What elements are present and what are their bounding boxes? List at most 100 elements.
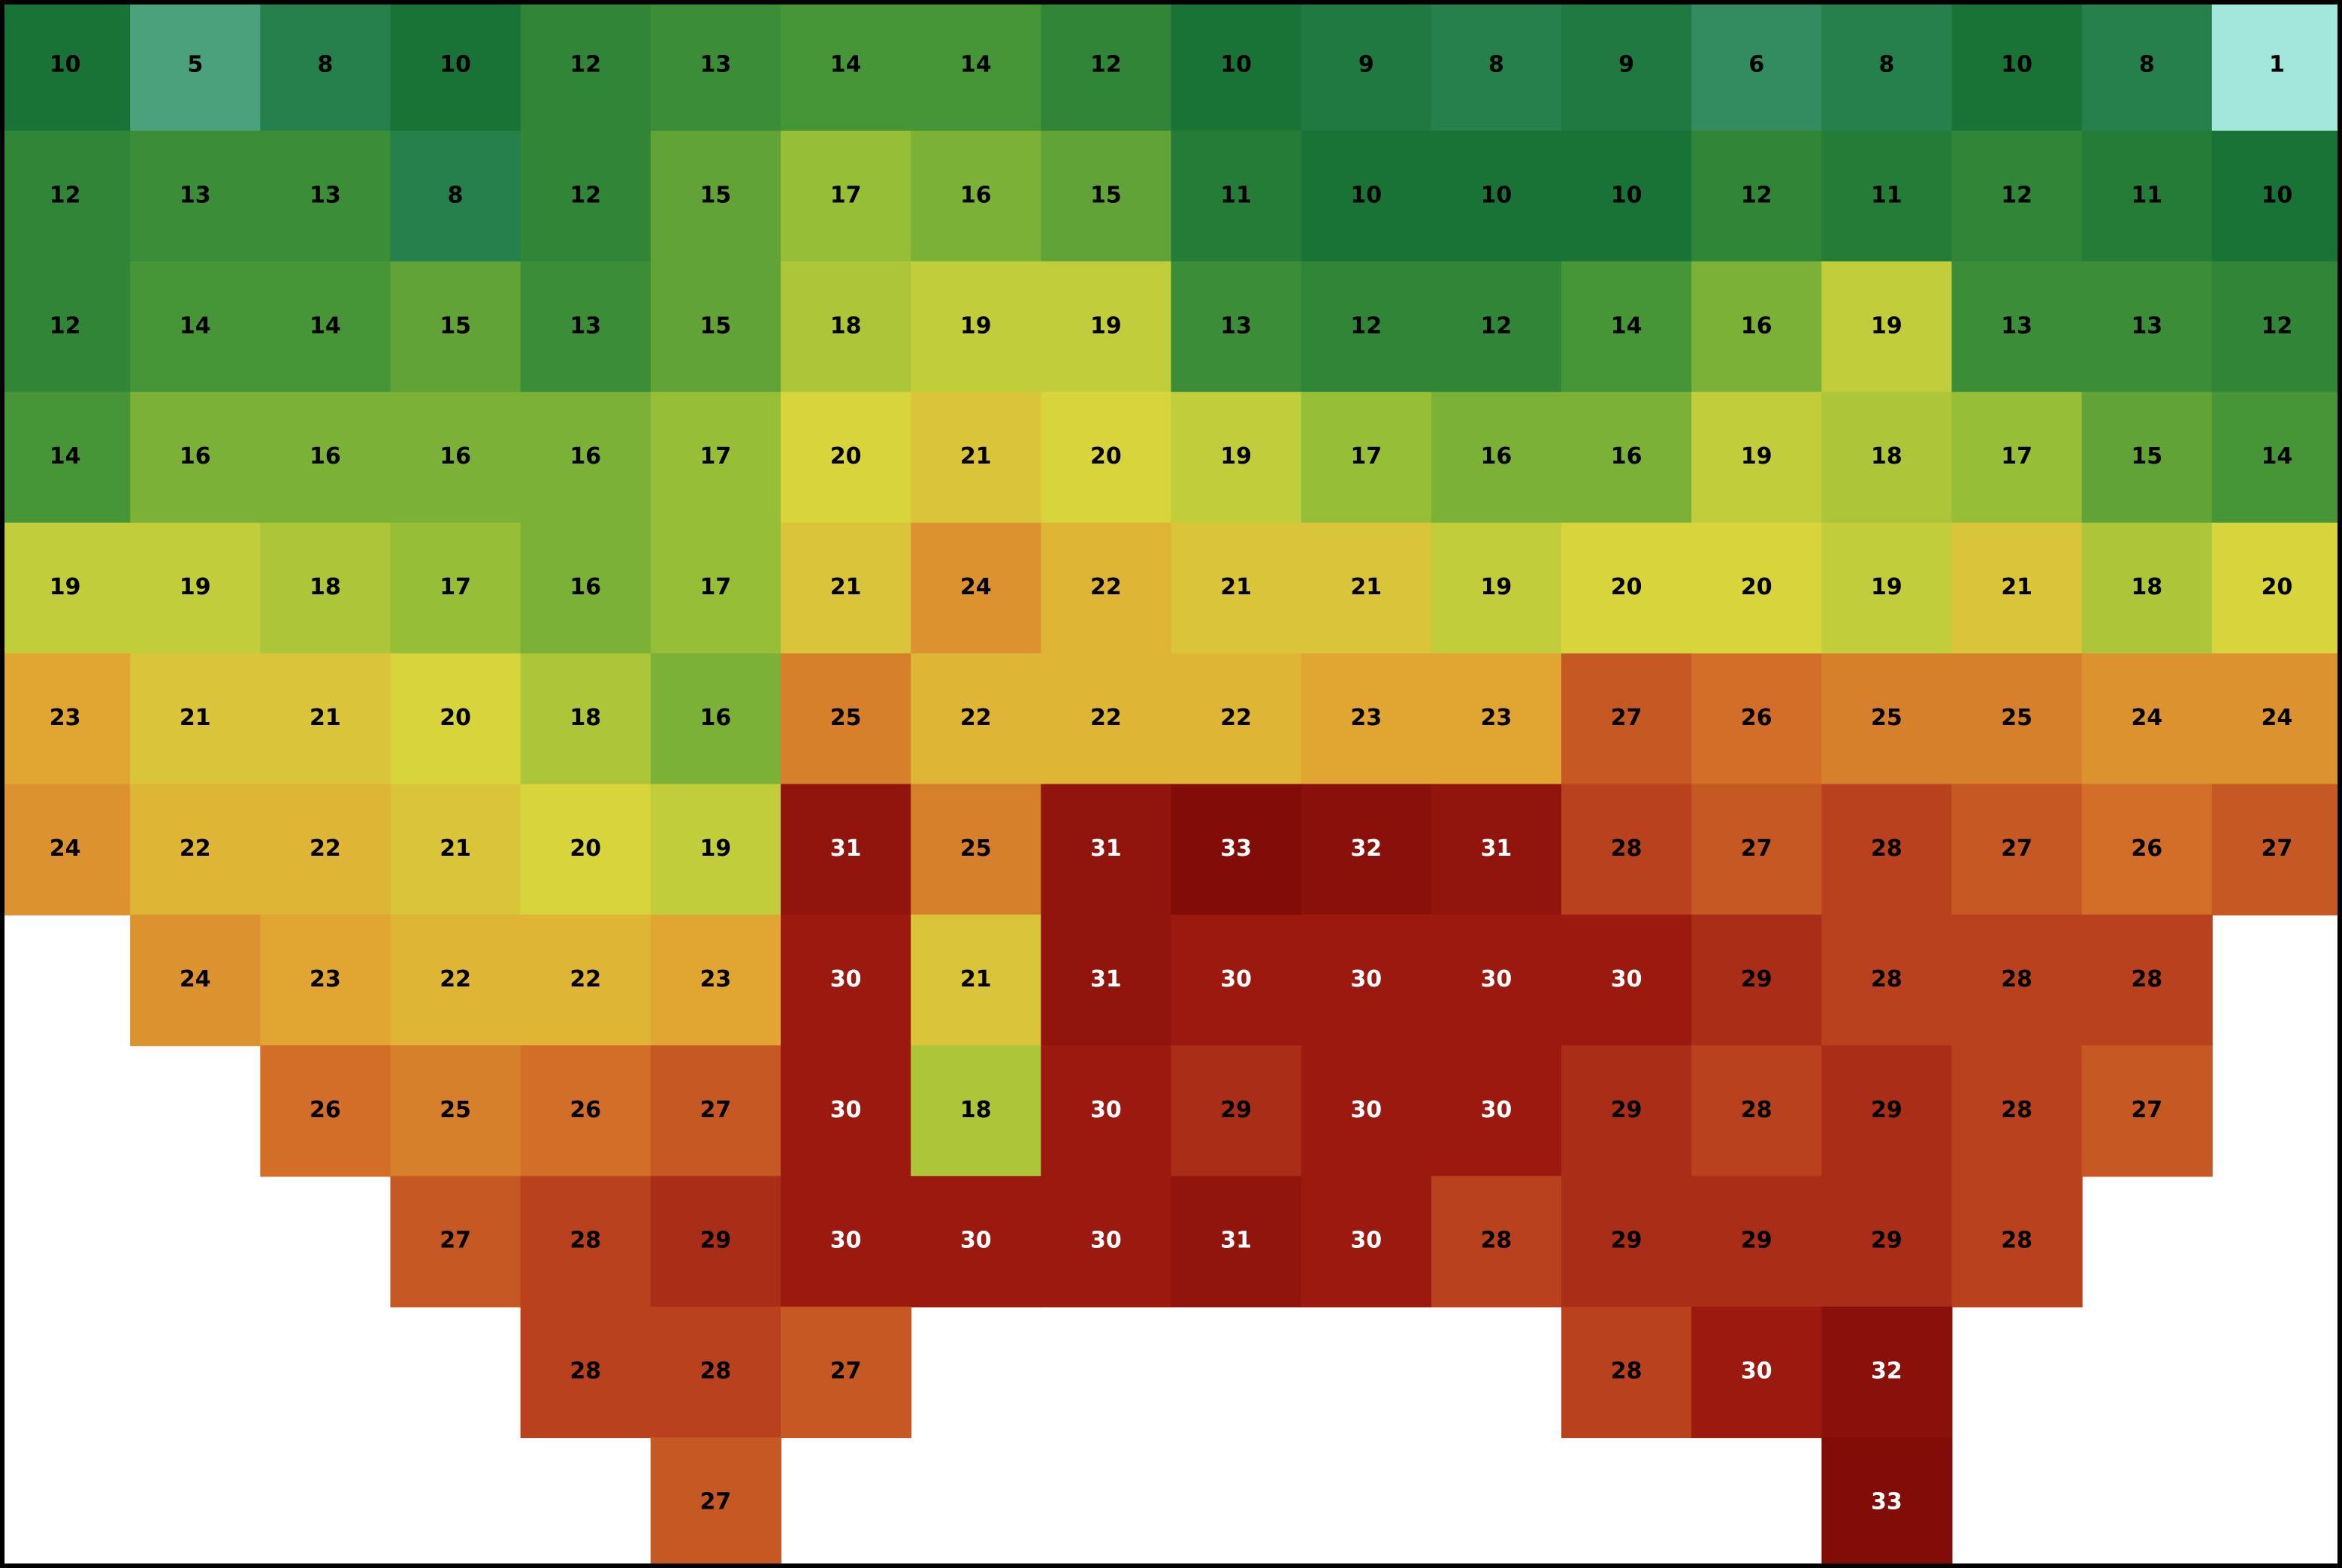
temperature-cell: [2211, 522, 2342, 654]
temperature-cell: [260, 130, 391, 262]
temperature-cell: [1951, 653, 2083, 785]
temperature-cell: [0, 261, 131, 393]
temperature-label: 32: [1871, 1358, 1902, 1385]
temperature-label: 13: [2001, 313, 2032, 339]
temperature-cell: [520, 391, 651, 524]
temperature-cell: [781, 391, 912, 524]
temperature-label: 21: [1350, 574, 1382, 600]
temperature-label: 22: [960, 705, 992, 731]
temperature-cell: [520, 0, 651, 131]
temperature-label: 30: [1350, 1097, 1382, 1123]
temperature-cell: [2081, 653, 2213, 785]
temperature-label: 15: [700, 313, 732, 339]
temperature-cell: [130, 391, 261, 524]
temperature-cell: [1431, 0, 1562, 131]
temperature-cell: [520, 653, 651, 785]
temperature-label: 12: [50, 313, 81, 339]
temperature-label: 10: [1220, 51, 1252, 77]
temperature-label: 28: [1871, 835, 1902, 862]
temperature-cell: [650, 391, 781, 524]
temperature-label: 19: [1090, 313, 1122, 339]
temperature-label: 28: [1611, 835, 1642, 862]
temperature-label: 31: [830, 835, 862, 862]
temperature-label: 30: [830, 966, 862, 992]
temperature-cell: [1561, 784, 1693, 916]
temperature-label: 19: [1741, 443, 1772, 470]
temperature-label: 21: [440, 835, 471, 862]
temperature-cell: [1041, 391, 1172, 524]
temperature-cell: [911, 653, 1042, 785]
temperature-cell: [1171, 653, 1302, 785]
temperature-label: 25: [830, 705, 862, 731]
temperature-label: 6: [1748, 51, 1764, 77]
temperature-cell: [1171, 1176, 1302, 1308]
temperature-cell: [260, 653, 391, 785]
temperature-cell: [911, 261, 1042, 393]
temperature-cell: [1691, 914, 1823, 1047]
temperature-cell: [1431, 391, 1562, 524]
temperature-label: 19: [1871, 313, 1902, 339]
temperature-label: 16: [570, 443, 601, 470]
temperature-cell: [650, 130, 781, 262]
temperature-cell: [520, 1045, 651, 1177]
temperature-label: 29: [1741, 966, 1772, 992]
temperature-label: 15: [440, 313, 471, 339]
temperature-cell: [390, 653, 521, 785]
temperature-cell: [1561, 391, 1693, 524]
temperature-label: 23: [50, 705, 81, 731]
temperature-label: 21: [830, 574, 862, 600]
temperature-label: 22: [180, 835, 211, 862]
temperature-cell: [1171, 0, 1302, 131]
temperature-label: 28: [1611, 1358, 1642, 1385]
temperature-label: 16: [1741, 313, 1772, 339]
temperature-label: 28: [570, 1228, 601, 1254]
temperature-label: 12: [1741, 182, 1772, 208]
temperature-label: 28: [1871, 966, 1902, 992]
temperature-cell: [0, 653, 131, 785]
temperature-cell: [781, 522, 912, 654]
temperature-label: 29: [1741, 1228, 1772, 1254]
temperature-cell: [390, 391, 521, 524]
temperature-cell: [1301, 1045, 1432, 1177]
temperature-label: 29: [1611, 1228, 1642, 1254]
temperature-label: 24: [2262, 705, 2293, 731]
temperature-cell: [1041, 1176, 1172, 1308]
temperature-label: 10: [2262, 182, 2293, 208]
temperature-cell: [260, 1045, 391, 1177]
temperature-cell: [520, 914, 651, 1047]
temperature-cell: [650, 522, 781, 654]
temperature-cell: [1301, 1176, 1432, 1308]
temperature-label: 32: [1350, 835, 1382, 862]
temperature-label: 8: [448, 182, 464, 208]
temperature-label: 29: [1871, 1228, 1902, 1254]
temperature-label: 17: [700, 443, 732, 470]
temperature-cell: [260, 261, 391, 393]
temperature-label: 12: [50, 182, 81, 208]
temperature-cell: [650, 1045, 781, 1177]
temperature-cell: [2211, 0, 2342, 131]
temperature-cell: [2081, 0, 2213, 131]
temperature-label: 14: [310, 313, 341, 339]
temperature-cell: [1951, 391, 2083, 524]
temperature-label: 29: [1871, 1097, 1902, 1123]
temperature-cell: [781, 1045, 912, 1177]
temperature-cell: [650, 914, 781, 1047]
temperature-label: 23: [1481, 705, 1512, 731]
temperature-cell: [1691, 522, 1823, 654]
temperature-cell: [1041, 261, 1172, 393]
temperature-cell: [1951, 0, 2083, 131]
temperature-label: 13: [700, 51, 732, 77]
temperature-label: 29: [1220, 1097, 1252, 1123]
temperature-label: 18: [830, 313, 862, 339]
temperature-label: 17: [700, 574, 732, 600]
temperature-label: 22: [310, 835, 341, 862]
temperature-label: 19: [960, 313, 992, 339]
temperature-label: 12: [2001, 182, 2032, 208]
temperature-cell: [390, 914, 521, 1047]
temperature-label: 24: [960, 574, 992, 600]
temperature-label: 24: [180, 966, 211, 992]
temperature-cell: [1431, 784, 1562, 916]
temperature-label: 31: [1090, 835, 1122, 862]
temperature-cell: [1951, 1045, 2083, 1177]
temperature-label: 22: [1220, 705, 1252, 731]
